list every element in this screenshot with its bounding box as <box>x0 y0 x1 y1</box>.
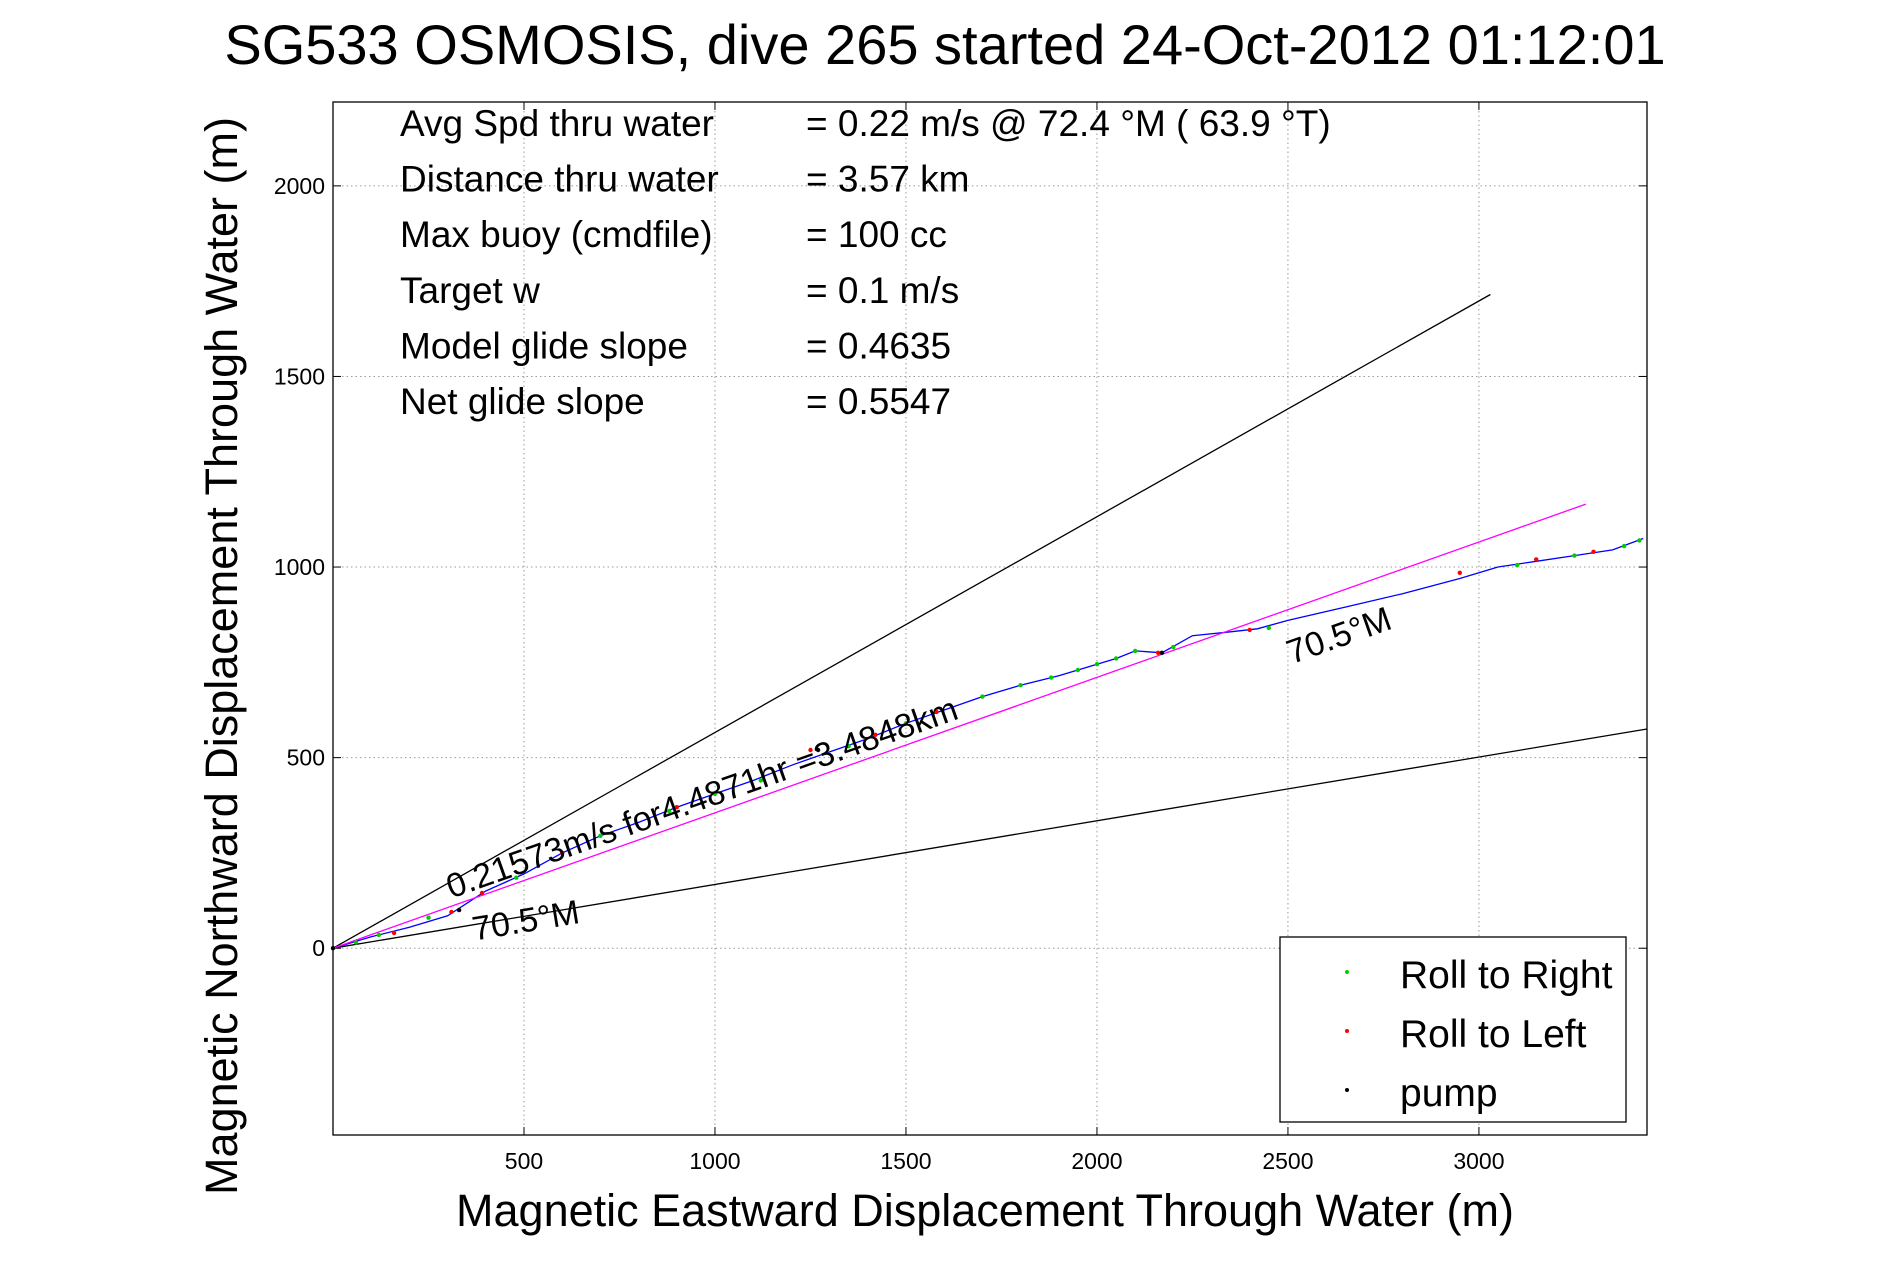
annotation-value: = 3.57 km <box>806 159 970 200</box>
x-tick-label: 2000 <box>1071 1148 1122 1174</box>
y-tick-label: 0 <box>312 935 325 961</box>
annotation-label: Model glide slope <box>400 325 688 366</box>
series-line-bound-lower <box>332 728 1648 949</box>
y-tick-label: 1500 <box>274 363 325 389</box>
point-roll-to-right <box>1637 538 1642 543</box>
point-roll-to-right <box>353 940 359 945</box>
annotation-value: = 0.4635 <box>806 325 951 366</box>
point-roll-to-right <box>1514 562 1520 568</box>
point-roll-to-right <box>1094 662 1100 667</box>
legend-box <box>1279 936 1627 1123</box>
point-pump <box>815 747 821 753</box>
annotation-label: Net glide slope <box>400 381 645 422</box>
point-roll-to-right <box>1621 543 1627 549</box>
point-roll-to-right <box>514 875 519 880</box>
annotations: Avg Spd thru water = 0.22 m/s @ 72.4 °M (… <box>400 103 1331 422</box>
data-points <box>330 538 1642 951</box>
annotation-label: Target w <box>400 270 540 311</box>
point-roll-to-right <box>758 778 763 783</box>
point-roll-to-right <box>1075 667 1081 673</box>
point-roll-to-right <box>1113 656 1119 661</box>
point-roll-to-left <box>560 850 565 856</box>
x-axis-label: Magnetic Eastward Displacement Through W… <box>456 1185 1514 1236</box>
point-roll-to-right <box>846 744 851 749</box>
point-roll-to-left <box>1247 627 1252 633</box>
point-roll-to-right <box>666 808 672 814</box>
annotation-label: Distance thru water <box>400 159 719 200</box>
y-tick-label: 2000 <box>274 173 325 199</box>
point-roll-to-left <box>873 732 878 737</box>
point-roll-to-right <box>1572 553 1577 558</box>
point-pump <box>1159 650 1165 655</box>
point-pump <box>456 907 462 913</box>
legend-marker-roll-right <box>1345 970 1349 974</box>
point-roll-to-right <box>426 915 431 920</box>
x-tick-label: 1500 <box>880 1148 931 1174</box>
series-line-bound-upper <box>332 293 1491 949</box>
point-roll-to-right <box>376 932 381 938</box>
point-pump <box>330 946 336 951</box>
annotation-value: = 0.22 m/s @ 72.4 °M ( 63.9 °T) <box>806 103 1331 144</box>
point-roll-to-right <box>903 721 909 726</box>
x-tick-label: 500 <box>505 1148 543 1174</box>
y-axis-label: Magnetic Northward Displacement Through … <box>196 117 247 1195</box>
point-roll-to-right <box>712 791 718 796</box>
series-line-track <box>332 537 1644 949</box>
legend: Roll to Right Roll to Left pump <box>1279 936 1627 1123</box>
x-tick-label: 2500 <box>1262 1148 1313 1174</box>
x-tick-label: 1000 <box>689 1148 740 1174</box>
x-tick-labels: 500 1000 1500 2000 2500 3000 <box>505 1148 1505 1174</box>
point-roll-to-left <box>674 805 679 810</box>
point-roll-to-right <box>1266 625 1272 631</box>
point-roll-to-right <box>598 833 603 838</box>
series-line-heading-line <box>332 503 1587 949</box>
point-roll-to-left <box>1591 549 1596 554</box>
annotation-label: Max buoy (cmdfile) <box>400 214 713 255</box>
annotation-value: = 0.5547 <box>806 381 951 422</box>
point-roll-to-right <box>1018 683 1023 688</box>
y-tick-label: 1000 <box>274 554 325 580</box>
series-lines <box>332 503 1644 949</box>
chart-title: SG533 OSMOSIS, dive 265 started 24-Oct-2… <box>224 13 1665 76</box>
y-tick-label: 500 <box>287 745 325 771</box>
x-tick-label: 3000 <box>1453 1148 1504 1174</box>
point-roll-to-left <box>391 930 397 936</box>
annotation-value: = 100 cc <box>806 214 947 255</box>
point-roll-to-left <box>479 890 485 896</box>
y-tick-labels: 0 500 1000 1500 2000 <box>274 173 325 961</box>
point-roll-to-left <box>934 709 939 715</box>
point-roll-to-right <box>1133 648 1138 654</box>
legend-marker-roll-left <box>1345 1029 1349 1033</box>
legend-marker-pump <box>1345 1088 1349 1092</box>
point-roll-to-left <box>808 747 813 753</box>
legend-label-roll-left: Roll to Left <box>1400 1013 1587 1056</box>
legend-label-roll-right: Roll to Right <box>1400 954 1613 997</box>
point-roll-to-left <box>1534 557 1539 562</box>
point-roll-to-right <box>980 694 985 699</box>
point-roll-to-left <box>1155 650 1161 655</box>
point-roll-to-right <box>1048 675 1054 680</box>
point-roll-to-left <box>1457 570 1463 575</box>
annotation-value: = 0.1 m/s <box>806 270 959 311</box>
point-roll-to-right <box>1171 644 1176 650</box>
annotation-label: Avg Spd thru water <box>400 103 714 144</box>
legend-label-pump: pump <box>1400 1072 1498 1115</box>
bound-lines <box>332 293 1648 949</box>
point-roll-to-left <box>449 909 454 915</box>
